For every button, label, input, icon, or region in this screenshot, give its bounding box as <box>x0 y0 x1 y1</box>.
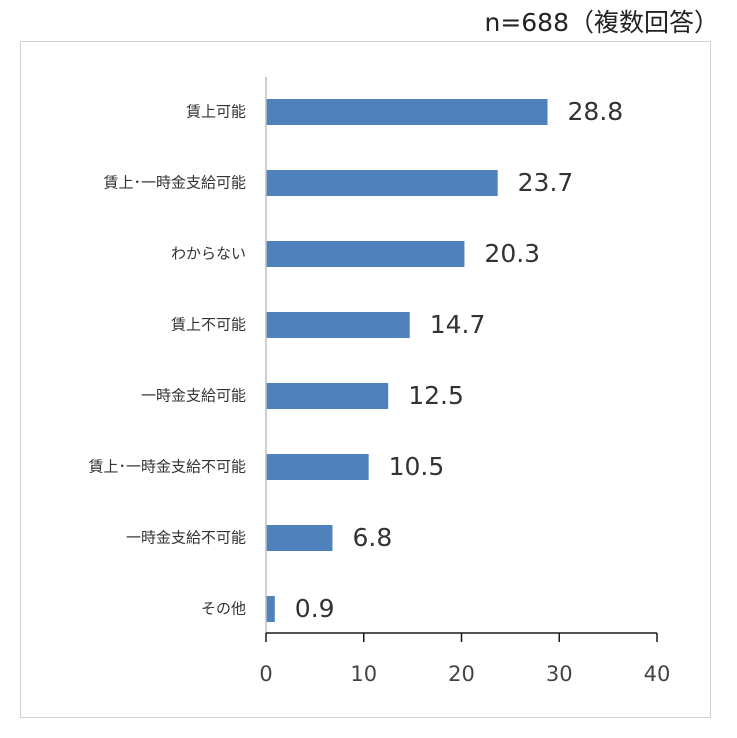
bar-3 <box>266 241 465 267</box>
bar-4 <box>266 312 410 338</box>
sample-size-note: n=688（複数回答） <box>484 8 719 37</box>
axes-group <box>265 77 658 642</box>
value-label-3: 20.3 <box>484 239 540 268</box>
bar-8 <box>266 596 275 622</box>
category-label-6: 賃上･一時金支給不可能 <box>88 458 246 476</box>
bars-group <box>266 99 548 622</box>
x-tick-label-10: 10 <box>350 662 377 686</box>
category-labels-group: 賃上可能賃上･一時金支給可能わからない賃上不可能一時金支給可能賃上･一時金支給不… <box>88 103 246 618</box>
x-tick-label-30: 30 <box>546 662 573 686</box>
value-label-2: 23.7 <box>518 168 574 197</box>
bar-6 <box>266 454 369 480</box>
bar-7 <box>266 525 333 551</box>
x-tick-label-40: 40 <box>644 662 671 686</box>
value-label-6: 10.5 <box>389 452 445 481</box>
category-label-7: 一時金支給不可能 <box>126 529 246 547</box>
category-label-4: 賃上不可能 <box>171 316 246 334</box>
bar-1 <box>266 99 548 125</box>
value-label-8: 0.9 <box>295 594 335 623</box>
x-tick-label-20: 20 <box>448 662 475 686</box>
value-labels-group: 28.8 23.7 20.3 14.7 12.5 10.5 6.8 0.9 <box>295 97 623 623</box>
chart-frame <box>20 41 711 718</box>
category-label-3: わからない <box>171 245 246 263</box>
category-label-1: 賃上可能 <box>186 103 246 121</box>
category-label-8: その他 <box>201 600 246 618</box>
bar-2 <box>266 170 498 196</box>
category-label-5: 一時金支給可能 <box>141 387 246 405</box>
value-label-5: 12.5 <box>408 381 464 410</box>
value-label-1: 28.8 <box>568 97 624 126</box>
tick-labels-group: 0 10 20 30 40 <box>259 662 670 686</box>
x-tick-label-0: 0 <box>259 662 272 686</box>
bar-5 <box>266 383 389 409</box>
value-label-7: 6.8 <box>352 523 392 552</box>
category-label-2: 賃上･一時金支給可能 <box>103 174 246 192</box>
value-label-4: 14.7 <box>430 310 486 339</box>
